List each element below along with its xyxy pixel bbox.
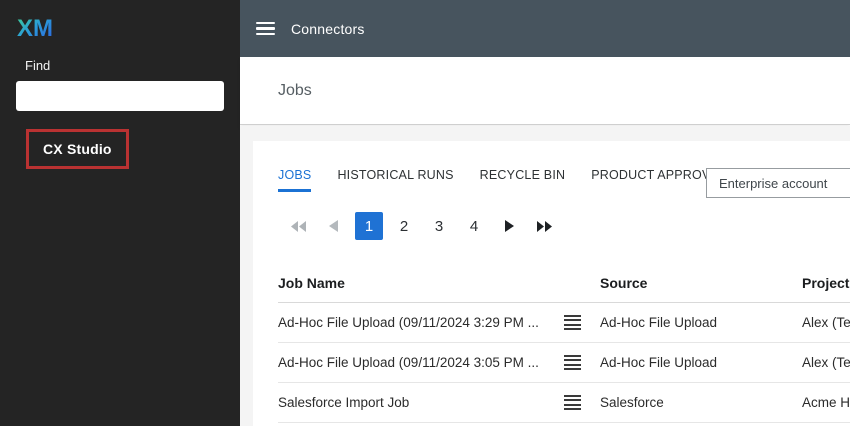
cx-studio-highlighted-item[interactable]: CX Studio [26, 129, 129, 169]
tab-bar: JOBS HISTORICAL RUNS RECYCLE BIN PRODUCT… [278, 168, 850, 192]
table-header-row: Job Name Source Project [278, 264, 850, 303]
jobs-card: JOBS HISTORICAL RUNS RECYCLE BIN PRODUCT… [253, 141, 850, 426]
content-background: JOBS HISTORICAL RUNS RECYCLE BIN PRODUCT… [240, 126, 850, 426]
page-button-4[interactable]: 4 [469, 217, 479, 235]
previous-page-button[interactable] [320, 212, 348, 240]
tab-recycle-bin[interactable]: RECYCLE BIN [479, 168, 566, 182]
last-page-button[interactable] [530, 212, 558, 240]
xm-logo: XM [17, 15, 53, 42]
chevron-right-icon [505, 220, 514, 232]
source-cell: Ad-Hoc File Upload [600, 355, 718, 370]
tab-product-approval[interactable]: PRODUCT APPROVAL [591, 168, 726, 182]
page-subheader: Jobs [240, 57, 850, 125]
tab-historical-runs[interactable]: HISTORICAL RUNS [337, 168, 454, 182]
chevron-left-icon [329, 220, 338, 232]
job-name-cell[interactable]: Ad-Hoc File Upload (09/11/2024 3:05 PM .… [278, 355, 539, 370]
page-button-1[interactable]: 1 [355, 212, 383, 240]
job-name-cell[interactable]: Salesforce Import Job [278, 395, 410, 410]
pagination: 1 2 3 4 [285, 212, 850, 240]
xm-logo-text: XM [17, 15, 53, 42]
row-menu-icon[interactable] [564, 315, 581, 330]
account-filter-dropdown[interactable]: Enterprise account [706, 168, 850, 198]
page-button-2[interactable]: 2 [399, 217, 409, 235]
table-row[interactable]: Ad-Hoc File Upload (09/11/2024 3:29 PM .… [278, 303, 850, 343]
find-input[interactable] [16, 81, 224, 111]
table-row[interactable]: Ad-Hoc File Upload (09/11/2024 3:05 PM .… [278, 343, 850, 383]
project-cell: Alex (Te [802, 355, 850, 370]
column-header-job-name: Job Name [278, 275, 345, 291]
column-header-source: Source [600, 275, 648, 291]
column-header-project: Project [802, 275, 850, 291]
find-label: Find [25, 58, 51, 73]
table-row[interactable]: Salesforce Import Job Salesforce Acme H [278, 383, 850, 423]
project-cell: Acme H [802, 395, 850, 410]
page-button-3[interactable]: 3 [434, 217, 444, 235]
double-chevron-left-icon [291, 220, 306, 232]
next-page-button[interactable] [495, 212, 523, 240]
tab-jobs[interactable]: JOBS [278, 168, 312, 192]
main-area: Connectors Jobs JOBS HISTORICAL RUNS REC… [240, 0, 850, 426]
job-name-cell[interactable]: Ad-Hoc File Upload (09/11/2024 3:29 PM .… [278, 315, 539, 330]
topbar-title: Connectors [291, 20, 365, 37]
hamburger-menu-icon[interactable] [256, 21, 275, 36]
first-page-button[interactable] [285, 212, 313, 240]
jobs-table: Job Name Source Project Ad-Hoc File Uplo… [278, 264, 850, 423]
source-cell: Ad-Hoc File Upload [600, 315, 718, 330]
sidebar: XM Find CX Studio [0, 0, 240, 426]
double-chevron-right-icon [537, 220, 552, 232]
project-cell: Alex (Te [802, 315, 850, 330]
row-menu-icon[interactable] [564, 395, 581, 410]
source-cell: Salesforce [600, 395, 664, 410]
page-title: Jobs [278, 81, 312, 99]
topbar: Connectors [240, 0, 850, 57]
row-menu-icon[interactable] [564, 355, 581, 370]
